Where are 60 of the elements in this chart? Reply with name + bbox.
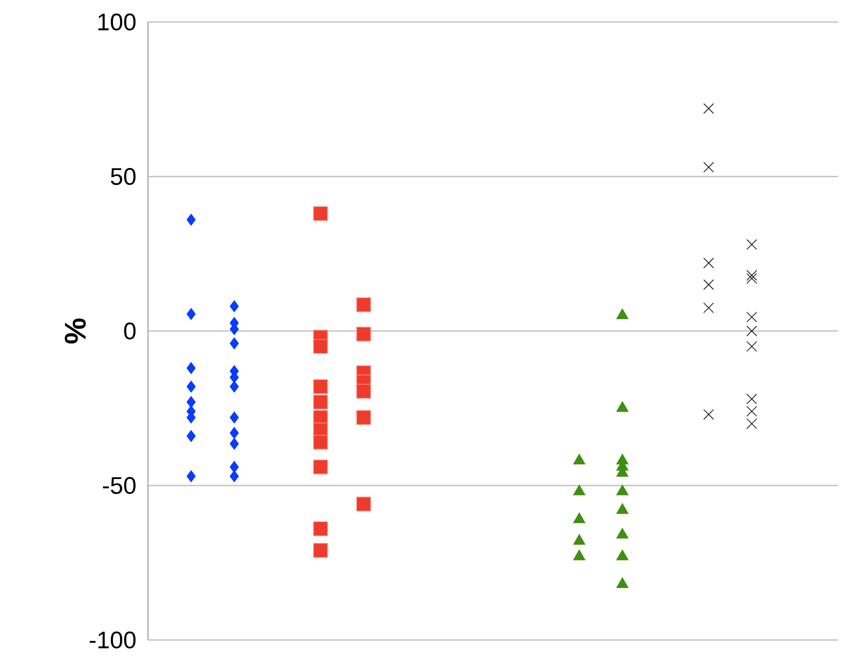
point [703,103,714,114]
point [703,162,714,173]
point [573,550,586,560]
point [356,496,372,512]
point [573,534,586,545]
point [186,362,196,374]
point [230,461,239,473]
point [616,401,628,412]
y-tick-label: -100 [90,632,136,648]
point [616,528,628,539]
point [186,308,196,320]
point [230,427,239,439]
point [230,412,239,424]
point [313,206,328,221]
point [186,396,196,408]
point [746,341,758,352]
point [616,503,628,514]
point [313,379,328,394]
point [313,460,328,474]
point [703,409,714,420]
point [230,470,239,482]
point [703,279,714,290]
point [746,239,758,250]
point [230,380,239,392]
point [356,410,372,425]
point [703,258,714,268]
point [230,337,239,350]
point [186,214,196,226]
point [186,430,196,442]
point [746,418,758,430]
point [230,438,239,450]
point [356,384,372,399]
point [313,521,328,536]
point [746,270,758,281]
point [313,543,328,558]
point [703,302,714,314]
point [746,273,758,284]
point [230,300,239,312]
point [746,312,758,322]
point [616,484,628,496]
point [616,577,628,588]
point [356,326,372,342]
point [313,434,328,450]
point [616,550,628,560]
y-tick-label: -50 [102,477,136,494]
point [313,339,328,354]
point [573,512,586,524]
point [746,406,758,417]
y-axis-title: % [64,318,86,344]
point [313,394,328,410]
point [746,394,758,404]
point [186,470,196,482]
y-tick-label: 50 [110,168,136,185]
point [573,484,586,496]
point [186,380,196,392]
y-tick-label: 100 [98,14,136,30]
point [746,326,758,336]
y-tick-label: 0 [124,322,136,340]
point [356,297,372,312]
point [573,454,586,464]
